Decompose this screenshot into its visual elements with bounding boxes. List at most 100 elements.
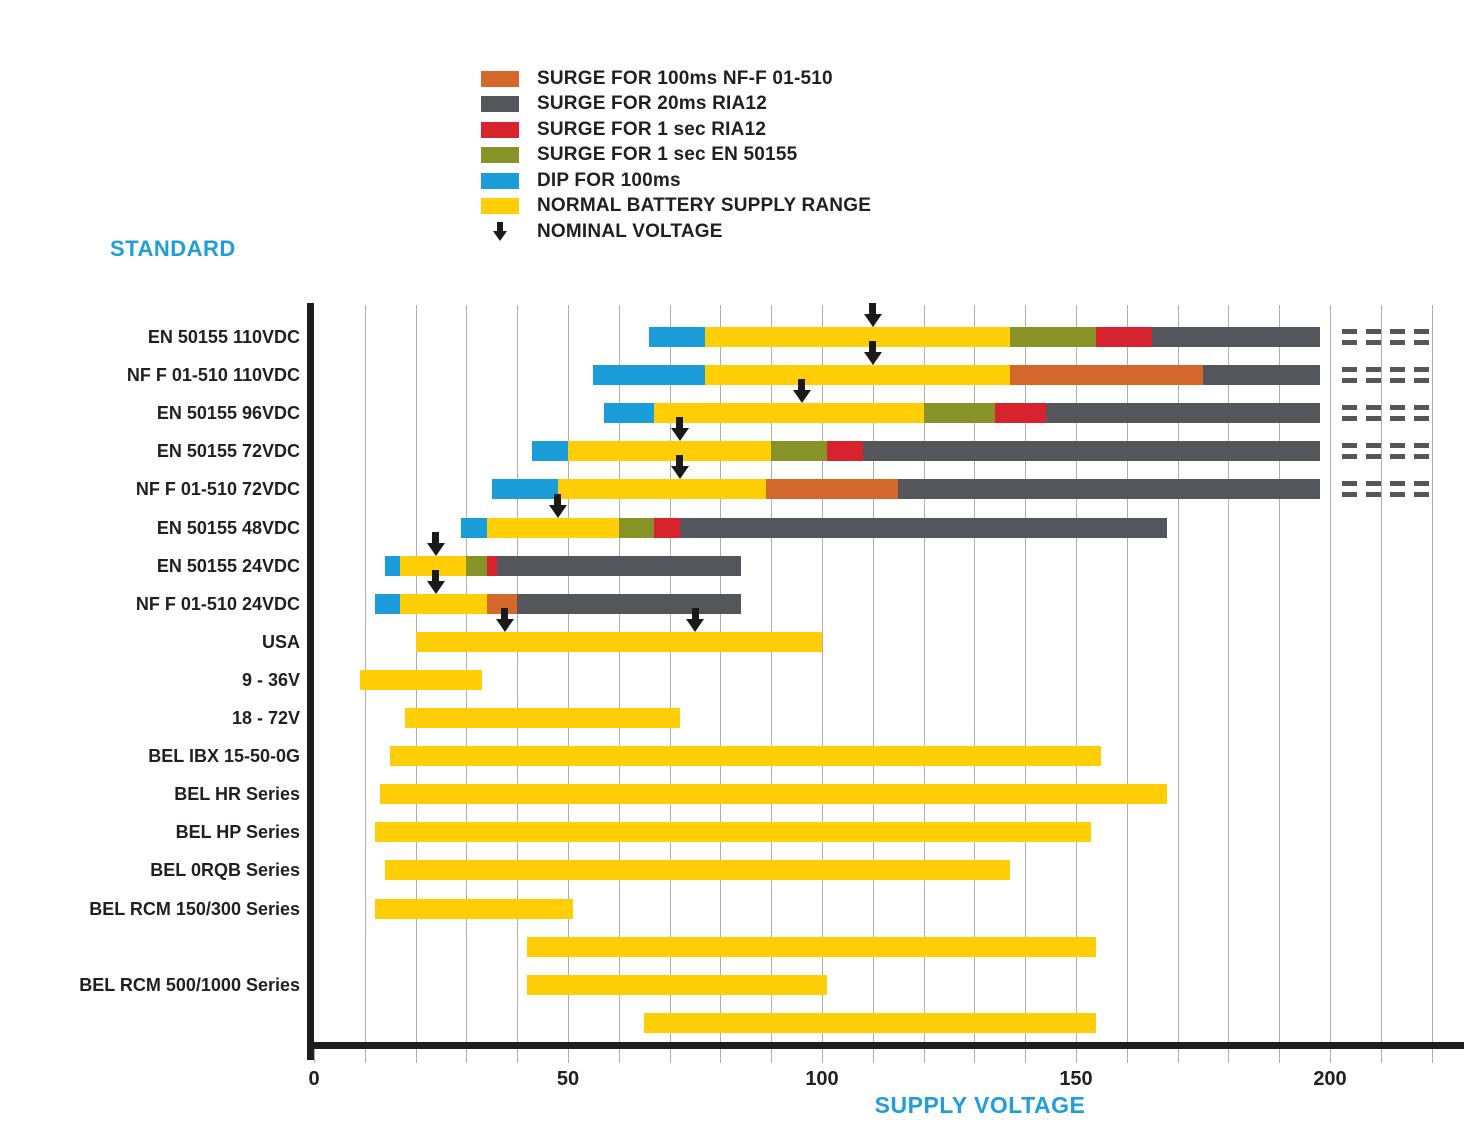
gridline (1076, 305, 1077, 1045)
row-label: BEL 0RQB Series (150, 860, 300, 881)
axis-tick (1279, 1049, 1281, 1063)
bar-segment-battery (644, 1012, 1097, 1033)
y-axis-title: STANDARD (110, 236, 236, 261)
bar-segment-dip (385, 555, 401, 576)
gridline (1177, 305, 1179, 1045)
row-label: NF F 01-510 72VDC (135, 479, 300, 500)
nominal-voltage-arrow-icon (481, 222, 519, 242)
bar-segment-dip (374, 593, 401, 614)
axis-tick (618, 1049, 620, 1063)
axis-tick (517, 1049, 519, 1063)
axis-tick (1380, 1049, 1382, 1063)
bar-segment-surge_20ms (517, 593, 741, 614)
axis-tick (1025, 1049, 1027, 1063)
row-label: USA (261, 631, 300, 652)
legend-item: SURGE FOR 1 sec RIA12 (481, 117, 871, 143)
row-label: EN 50155 48VDC (156, 517, 300, 538)
axis-tick-label: 0 (308, 1068, 320, 1090)
bar-segment-surge_20ms (1152, 327, 1320, 347)
arrow-head (792, 390, 811, 404)
continuation-dash (1366, 405, 1381, 411)
gridline (822, 305, 823, 1045)
continuation-dash-line (1342, 454, 1438, 460)
bar-segment-battery (390, 746, 1102, 767)
continuation-dash (1342, 340, 1357, 345)
row-label: EN 50155 96VDC (156, 403, 300, 424)
arrow-stem (501, 607, 508, 619)
gridline (923, 305, 925, 1045)
bar-segment-battery (705, 327, 1010, 347)
axis-tick (415, 1049, 417, 1063)
row-label: BEL HP Series (175, 822, 300, 843)
continuation-dash (1414, 454, 1429, 460)
bar-segment-surge_1s_en50155 (1009, 327, 1097, 347)
continuation-dash (1414, 378, 1429, 384)
gridline (568, 305, 569, 1045)
legend-label: SURGE FOR 1 sec EN 50155 (537, 144, 798, 166)
axis-tick (822, 1049, 823, 1063)
row-label: BEL RCM 500/1000 Series (79, 974, 300, 995)
bar-segment-dip (461, 517, 487, 538)
x-axis-title: SUPPLY VOLTAGE (874, 1092, 1086, 1118)
bar-segment-battery (654, 403, 924, 424)
bar-segment-battery (374, 898, 574, 919)
continuation-dash-line (1342, 340, 1438, 345)
bar-segment-dip (603, 403, 655, 424)
bar-segment-surge_20ms (496, 555, 741, 576)
continuation-marks (1342, 367, 1438, 384)
axis-tick-label: 100 (805, 1068, 839, 1090)
legend-swatch-dip (481, 172, 519, 189)
axis-tick (568, 1049, 569, 1063)
row-label: NF F 01-510 24VDC (135, 593, 300, 614)
row-label: BEL HR Series (174, 784, 300, 805)
legend-label: NORMAL BATTERY SUPPLY RANGE (537, 195, 872, 217)
continuation-dash (1366, 367, 1381, 373)
bar-segment-battery (486, 517, 619, 538)
continuation-dash-line (1342, 416, 1438, 422)
continuation-dash (1390, 443, 1405, 449)
continuation-dash (1414, 405, 1429, 411)
bar-segment-surge_20ms (1203, 365, 1320, 386)
continuation-marks (1342, 405, 1438, 422)
axis-tick (466, 1049, 468, 1063)
bar-segment-surge_100ms (766, 479, 899, 500)
gridline (720, 305, 722, 1045)
bar-segment-surge_20ms (679, 517, 1168, 538)
arrow-head (548, 504, 567, 518)
continuation-dash (1366, 481, 1381, 487)
legend-item: DIP FOR 100ms (481, 168, 871, 194)
axis-tick (1076, 1049, 1077, 1063)
nominal-voltage-arrow (548, 493, 567, 518)
bar-segment-battery (568, 441, 772, 462)
legend-item: NORMAL BATTERY SUPPLY RANGE (481, 194, 871, 220)
bar-segment-surge_20ms (862, 441, 1320, 462)
legend-swatch-surge_100ms (481, 70, 519, 87)
axis-tick (771, 1049, 773, 1063)
continuation-dash (1342, 367, 1357, 373)
arrow-stem (691, 607, 699, 619)
row-label: 9 - 36V (241, 669, 300, 690)
gridline (1126, 305, 1128, 1045)
row-label: EN 50155 110VDC (147, 327, 300, 347)
bar-segment-surge_100ms (486, 593, 518, 614)
legend-swatch-surge_1s_ria12 (481, 121, 519, 138)
bar-segment-battery (374, 822, 1092, 843)
continuation-dash (1390, 340, 1405, 345)
bar-segment-surge_1s_en50155 (771, 441, 828, 462)
continuation-dash (1366, 329, 1381, 334)
bar-segment-battery (527, 974, 828, 995)
continuation-dash (1414, 416, 1429, 422)
axis-tick (872, 1049, 874, 1063)
continuation-dash (1342, 416, 1357, 422)
row-label: BEL IBX 15-50-0G (148, 746, 300, 767)
nominal-voltage-arrow (426, 569, 445, 594)
axis-tick (314, 1049, 315, 1063)
continuation-marks (1342, 329, 1438, 345)
y-axis-line (307, 303, 314, 1060)
continuation-marks (1342, 481, 1438, 498)
legend-item: NOMINAL VOLTAGE (481, 219, 871, 245)
continuation-dash (1390, 367, 1405, 373)
gridline (1025, 305, 1027, 1045)
continuation-dash (1342, 378, 1357, 384)
